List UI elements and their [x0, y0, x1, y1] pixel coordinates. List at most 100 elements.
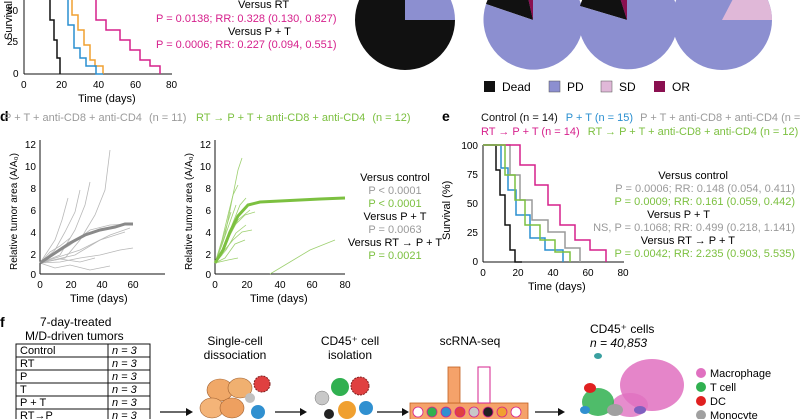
panel-c: Survival 50 25 0 0 20 40 60 80 Time (day… — [3, 0, 337, 105]
f-step3: scRNA-seq — [440, 334, 501, 348]
d-right-xlabel: Time (days) — [250, 293, 308, 305]
d-vc-green: P < 0.0001 — [368, 198, 421, 210]
f-table-n: n = 3 — [112, 358, 138, 370]
f-step1-line1: Single-cell — [207, 334, 262, 348]
panel-e-ylabel: Survival (%) — [441, 181, 453, 240]
e-versus-rtpt: Versus RT → P + T — [641, 235, 736, 247]
legend-dot-macrophage — [696, 368, 706, 378]
panel-d-n-left: (n = 11) — [149, 112, 186, 124]
curve-control — [49, 0, 61, 74]
panel-d-title-left: P + T + anti-CD8 + anti-CD4 (n = 11) — [4, 112, 186, 124]
e-legend-pt: P + T (n = 15) — [566, 112, 633, 124]
e-curve-pt — [483, 144, 564, 262]
xtick: 80 — [166, 80, 178, 91]
tumor-line — [39, 227, 131, 264]
droplet — [440, 406, 452, 418]
cell-blue — [251, 405, 265, 419]
panel-d-n-right: (n = 12) — [372, 112, 410, 124]
cell — [227, 377, 253, 399]
ytick: 10 — [200, 162, 212, 173]
ytick: 6 — [205, 206, 211, 217]
d-right-mean-line — [213, 196, 346, 264]
f-table-group: P + T — [20, 397, 46, 409]
legend-dot-monocyte — [696, 410, 706, 419]
d-left-xlabel: Time (days) — [70, 293, 128, 305]
d-left-yticks: 12 10 8 6 4 2 0 — [25, 140, 37, 281]
e-curve-rtpt — [483, 144, 607, 262]
e-curve-pt-ab — [483, 144, 581, 262]
panel-e-letter: e — [442, 108, 450, 124]
f-table-n: n = 3 — [112, 384, 138, 396]
ytick: 25 — [467, 228, 479, 239]
panel-e-stats: Versus control P = 0.0006; RR: 0.148 (0.… — [593, 170, 795, 260]
xtick: 80 — [339, 280, 351, 291]
ytick: 0 — [13, 69, 19, 80]
curve-magenta — [95, 0, 161, 74]
droplet — [482, 406, 494, 418]
legend-swatch-sd — [600, 80, 613, 93]
f-table-group: T — [20, 384, 27, 396]
d-versus-pt: Versus P + T — [364, 211, 427, 223]
umap-cluster-monocyte — [607, 404, 623, 416]
cell-gray — [245, 393, 255, 403]
f-table-group: Control — [20, 345, 55, 357]
droplet — [510, 406, 522, 418]
pie2-slice-dead — [486, 0, 533, 20]
ytick: 4 — [30, 228, 36, 239]
ytick: 25 — [7, 37, 19, 48]
panel-d-ylabel-left: Relative tumor area (A/A₀) — [9, 153, 20, 270]
tumor-line — [269, 239, 336, 275]
e-curve-control — [483, 144, 522, 263]
e-xticks: 0 20 40 60 80 — [480, 268, 629, 279]
f-arrowhead — [402, 408, 409, 416]
cell-green — [331, 378, 349, 396]
tumor-line — [214, 184, 239, 264]
tumor-line — [214, 157, 243, 264]
legend-tcell: T cell — [710, 382, 736, 394]
umap-cluster-blue — [580, 406, 590, 414]
legend-dot-tcell — [696, 382, 706, 392]
curve-orange — [71, 0, 104, 74]
ytick: 8 — [205, 184, 211, 195]
d-vrtpt-green: P = 0.0021 — [368, 250, 421, 262]
e-legend-line2: RT → P + T (n = 14) RT → P + T + anti-CD… — [481, 126, 798, 138]
xtick: 20 — [512, 268, 524, 279]
xtick: 60 — [127, 280, 139, 291]
ytick: 4 — [205, 228, 211, 239]
cell-black — [324, 409, 334, 419]
f-step1-line2: dissociation — [204, 348, 267, 362]
f-dissociated-cells — [199, 375, 271, 419]
xtick: 40 — [93, 80, 105, 91]
xtick: 40 — [96, 280, 108, 291]
pie4-slice-sd — [722, 0, 772, 20]
panel-d-title-left-text: P + T + anti-CD8 + anti-CD4 — [4, 112, 142, 124]
tumor-line — [39, 237, 71, 264]
cell-red — [253, 375, 271, 393]
f-table-n: n = 3 — [112, 371, 138, 383]
panel-d: d P + T + anti-CD8 + anti-CD4 (n = 11) R… — [0, 108, 442, 305]
f-arrowhead — [186, 408, 193, 416]
e-versus-control: Versus control — [658, 170, 728, 182]
cell-red — [350, 376, 370, 396]
device-inlet — [477, 366, 491, 404]
d-left-individual-lines — [39, 149, 134, 271]
e-legend-rtpt-ab: RT → P + T + anti-CD8 + anti-CD4 (n = 12… — [588, 126, 799, 138]
panel-d-letter: d — [0, 108, 9, 124]
tumor-line — [39, 189, 81, 264]
panel-f: f 7-day-treated M/D-driven tumors Contro… — [0, 314, 771, 419]
tumor-line — [39, 231, 126, 264]
d-right-yticks: 12 10 8 6 4 2 0 — [200, 140, 212, 281]
cell-blue — [359, 401, 373, 415]
pie1-slice-pd — [405, 0, 455, 20]
xtick: 40 — [274, 280, 286, 291]
xtick: 0 — [212, 280, 218, 291]
f-table: Control n = 3 RT n = 3 P n = 3 T n = 3 P… — [15, 343, 151, 419]
pie2-slice-pd — [483, 0, 584, 70]
umap-cluster-tcell — [582, 388, 614, 416]
d-left-mean-line — [39, 222, 133, 265]
ytick: 6 — [30, 206, 36, 217]
f-umap-plot — [580, 353, 684, 417]
panel-f-letter: f — [0, 314, 5, 330]
xtick: 0 — [37, 280, 43, 291]
curve-blue — [67, 0, 103, 75]
